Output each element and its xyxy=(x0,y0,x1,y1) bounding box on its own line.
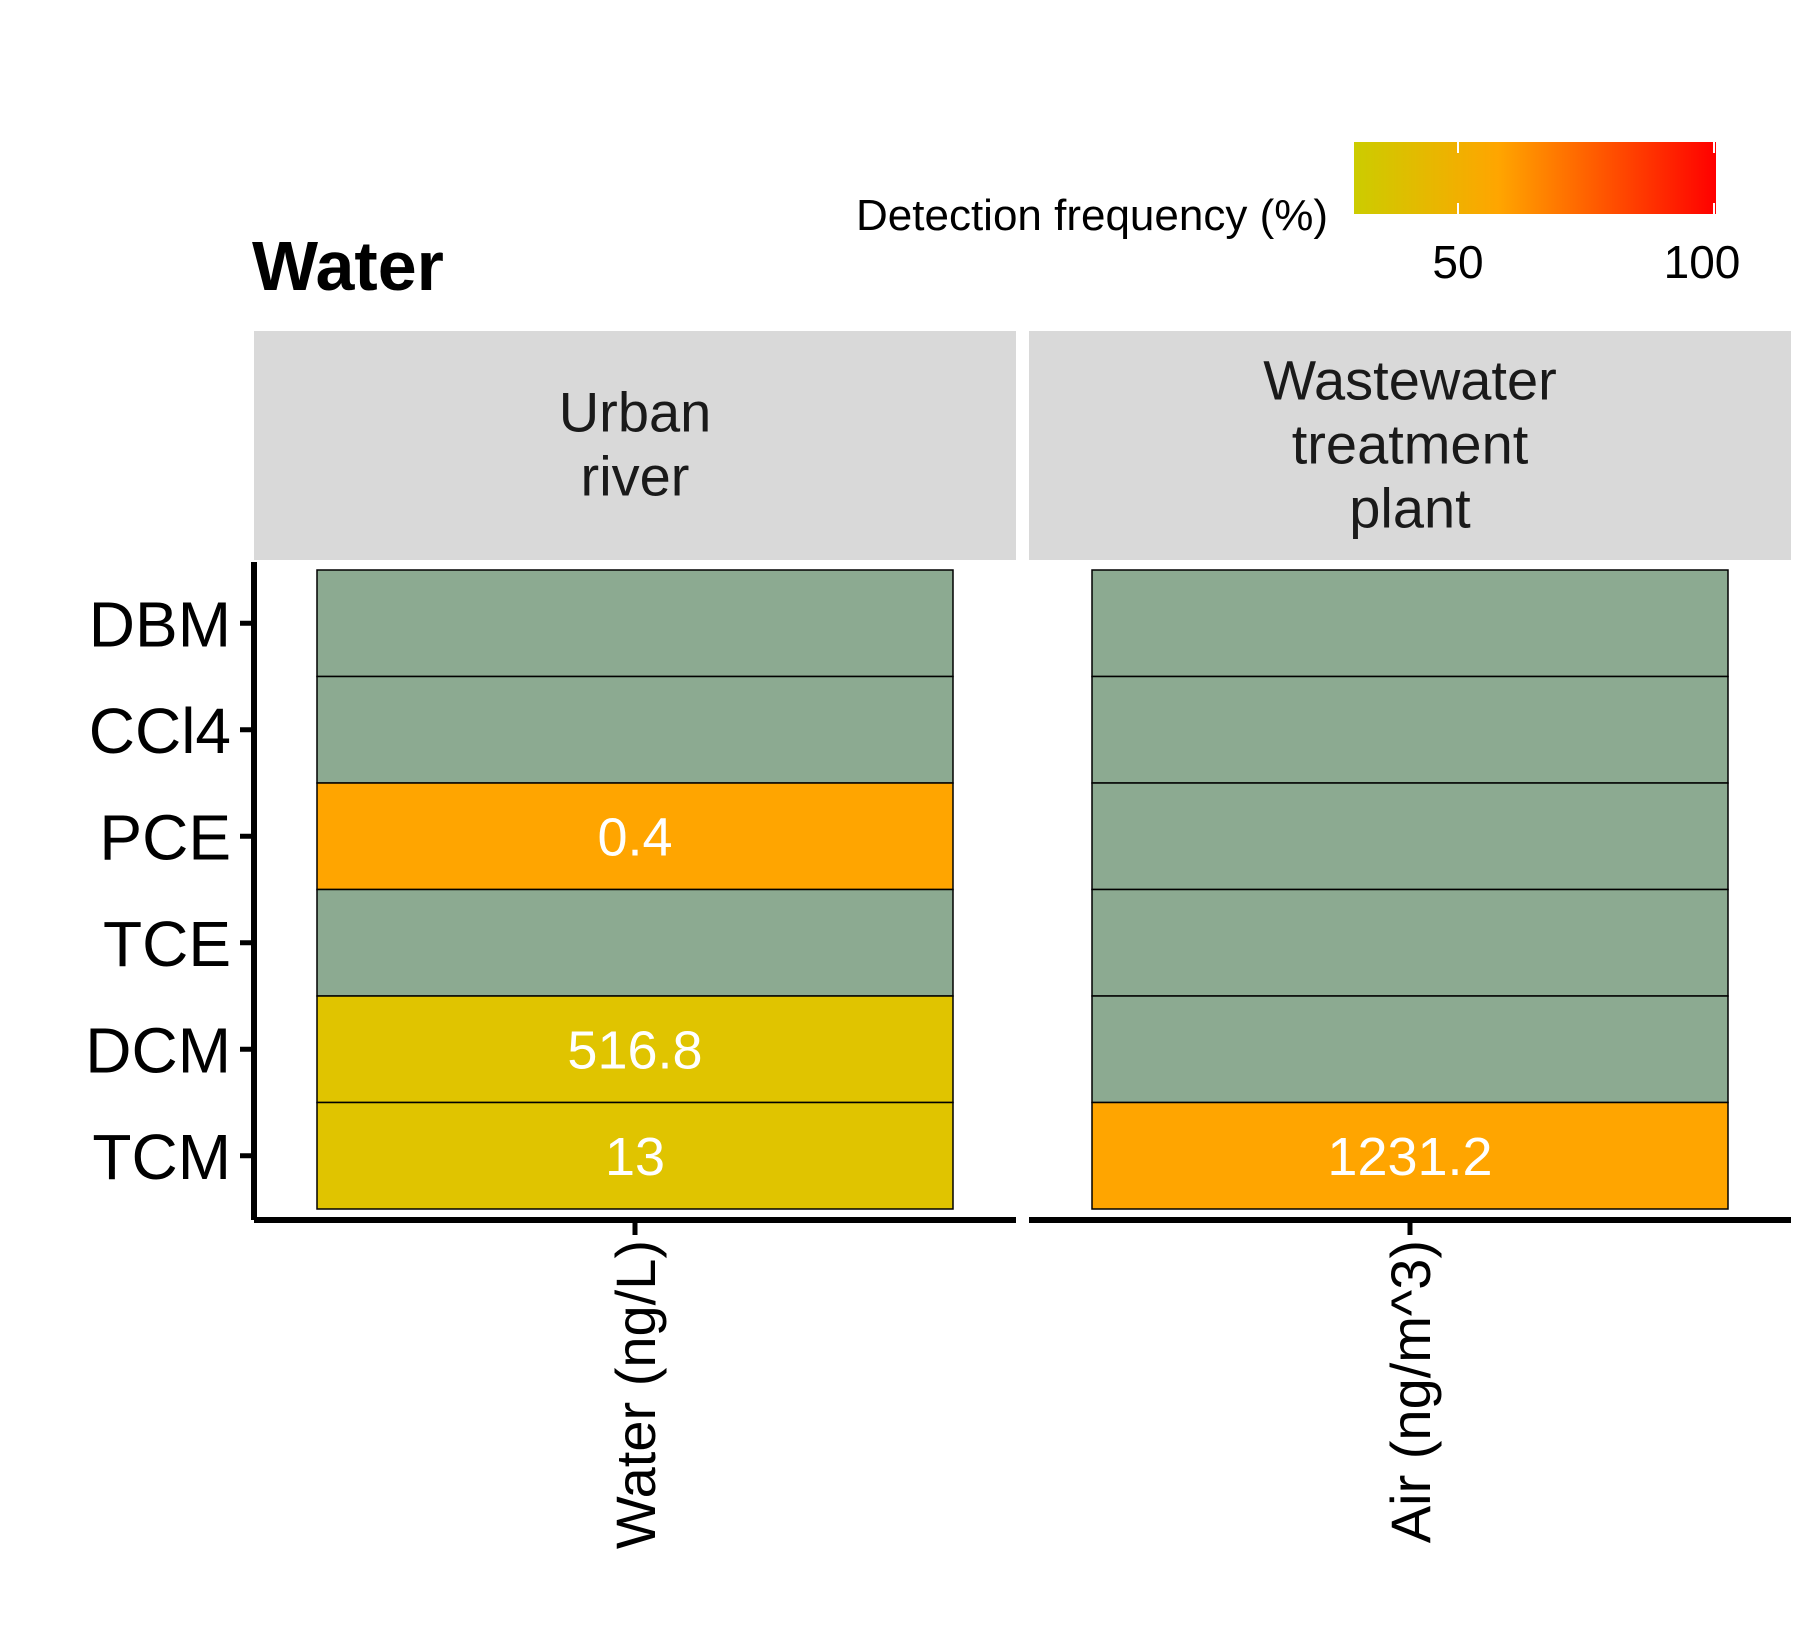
facet-strip-label: Urban xyxy=(559,381,712,444)
heatmap-tile xyxy=(316,675,954,784)
heatmap-tile xyxy=(1091,782,1729,891)
chart-title: Water xyxy=(252,227,444,305)
heatmap-tile xyxy=(316,1101,954,1210)
y-tick-label: DCM xyxy=(85,1014,231,1086)
tile-value-label: 13 xyxy=(605,1127,665,1187)
y-tick-label: DBM xyxy=(89,588,231,660)
heatmap-tile xyxy=(1091,1101,1729,1210)
y-tick-label: PCE xyxy=(99,801,231,873)
legend-tick-label-50: 50 xyxy=(1432,236,1483,288)
tile-value-label: 0.4 xyxy=(597,807,672,867)
facet-strip-label: plant xyxy=(1349,477,1471,540)
y-axis: DBM CCl4 PCE TCE DCM TCM xyxy=(85,562,257,1220)
facet-strip-label: treatment xyxy=(1292,413,1529,476)
facet-strip xyxy=(1029,331,1791,560)
legend-title: Detection frequency (%) xyxy=(856,191,1328,240)
y-tick-label: TCM xyxy=(92,1121,231,1193)
heatmap-tile xyxy=(316,995,954,1104)
facet-strip-label: Wastewater xyxy=(1263,349,1557,412)
heatmap-tile xyxy=(1091,569,1729,678)
facet-strip xyxy=(254,331,1016,560)
tile-value-label: 516.8 xyxy=(567,1020,702,1080)
facet-strip-label: river xyxy=(581,445,690,508)
legend-colorbar xyxy=(1354,142,1716,214)
x-tick-label: Water (ng/L) xyxy=(604,1240,667,1549)
heatmap-tile xyxy=(1091,888,1729,997)
heatmap-tile xyxy=(316,888,954,997)
x-tick-label: Air (ng/m^3) xyxy=(1379,1240,1442,1543)
tile-value-label: 1231.2 xyxy=(1327,1127,1492,1187)
y-tick-label: TCE xyxy=(103,908,231,980)
legend-tick-label-100: 100 xyxy=(1664,236,1741,288)
heatmap-tile xyxy=(1091,995,1729,1104)
y-tick-label: CCl4 xyxy=(89,695,231,767)
heatmap-tile xyxy=(1091,675,1729,784)
heatmap-tile xyxy=(316,569,954,678)
